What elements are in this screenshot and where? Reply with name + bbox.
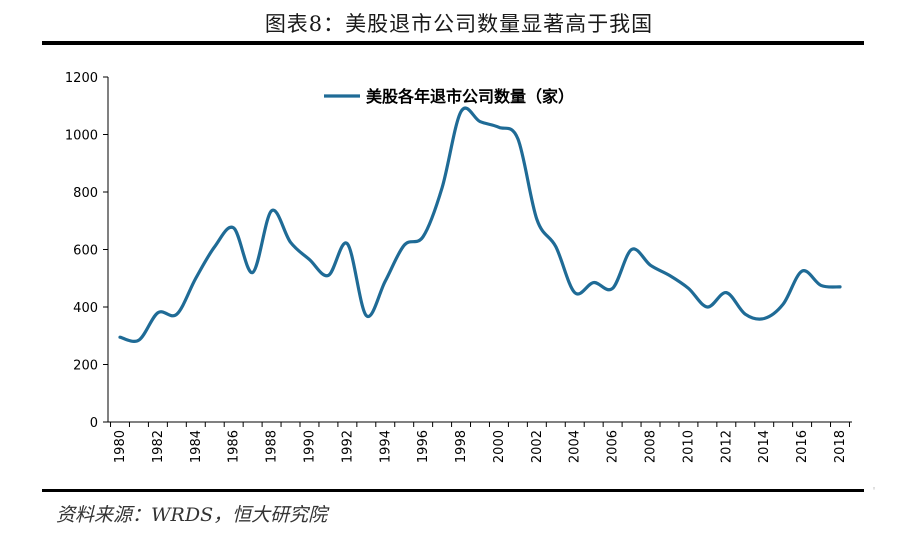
x-tick-label: 1980 xyxy=(113,430,128,463)
x-tick-label: 2018 xyxy=(833,430,848,463)
x-tick-label: 1984 xyxy=(189,430,204,463)
x-tick-label: 2014 xyxy=(757,430,772,463)
x-tick-label: 1986 xyxy=(227,430,242,463)
y-tick-label: 200 xyxy=(73,359,98,374)
x-tick-label: 2008 xyxy=(644,430,659,463)
bottom-rule xyxy=(42,489,864,492)
legend: 美股各年退市公司数量（家） xyxy=(324,87,574,106)
top-rule xyxy=(42,41,864,45)
x-tick-label: 2010 xyxy=(681,430,696,463)
x-tick-label: 2002 xyxy=(530,430,545,463)
x-tick-label: 2012 xyxy=(719,430,734,463)
x-tick-label: 2000 xyxy=(492,430,507,463)
chart-title: 图表8：美股退市公司数量显著高于我国 xyxy=(264,12,654,36)
series-line xyxy=(118,106,842,343)
x-tick-label: 2016 xyxy=(795,430,810,463)
x-axis-ticks: 1980 1982 1984 1986 1988 1990 1992 1994 1996 1998… xyxy=(110,422,850,463)
x-tick-label: 2006 xyxy=(606,430,621,463)
x-tick-label: 1982 xyxy=(151,430,166,463)
y-tick-label: 400 xyxy=(73,301,98,316)
y-tick-label: 1200 xyxy=(65,71,98,86)
source-note: 资料来源：WRDS，恒大研究院 xyxy=(56,504,328,526)
x-tick-label: 1988 xyxy=(265,430,280,463)
series-layer xyxy=(118,106,842,343)
x-tick-label: 1990 xyxy=(302,430,317,463)
x-tick-label: 2004 xyxy=(568,430,583,463)
y-tick-label: 600 xyxy=(73,244,98,259)
x-tick-label: 1996 xyxy=(416,430,431,463)
legend-label: 美股各年退市公司数量（家） xyxy=(366,87,574,106)
x-tick-label: 1992 xyxy=(340,430,355,463)
x-tick-label: 1998 xyxy=(454,430,469,463)
y-axis-ticks: 0 200 400 600 800 1000 1200 xyxy=(65,71,108,431)
watermark-icon: ◦ xyxy=(872,485,877,493)
x-tick-label: 1994 xyxy=(378,430,393,463)
y-tick-label: 1000 xyxy=(65,129,98,144)
chart-axes xyxy=(107,77,852,423)
y-tick-label: 0 xyxy=(90,416,98,431)
y-tick-label: 800 xyxy=(73,186,98,201)
